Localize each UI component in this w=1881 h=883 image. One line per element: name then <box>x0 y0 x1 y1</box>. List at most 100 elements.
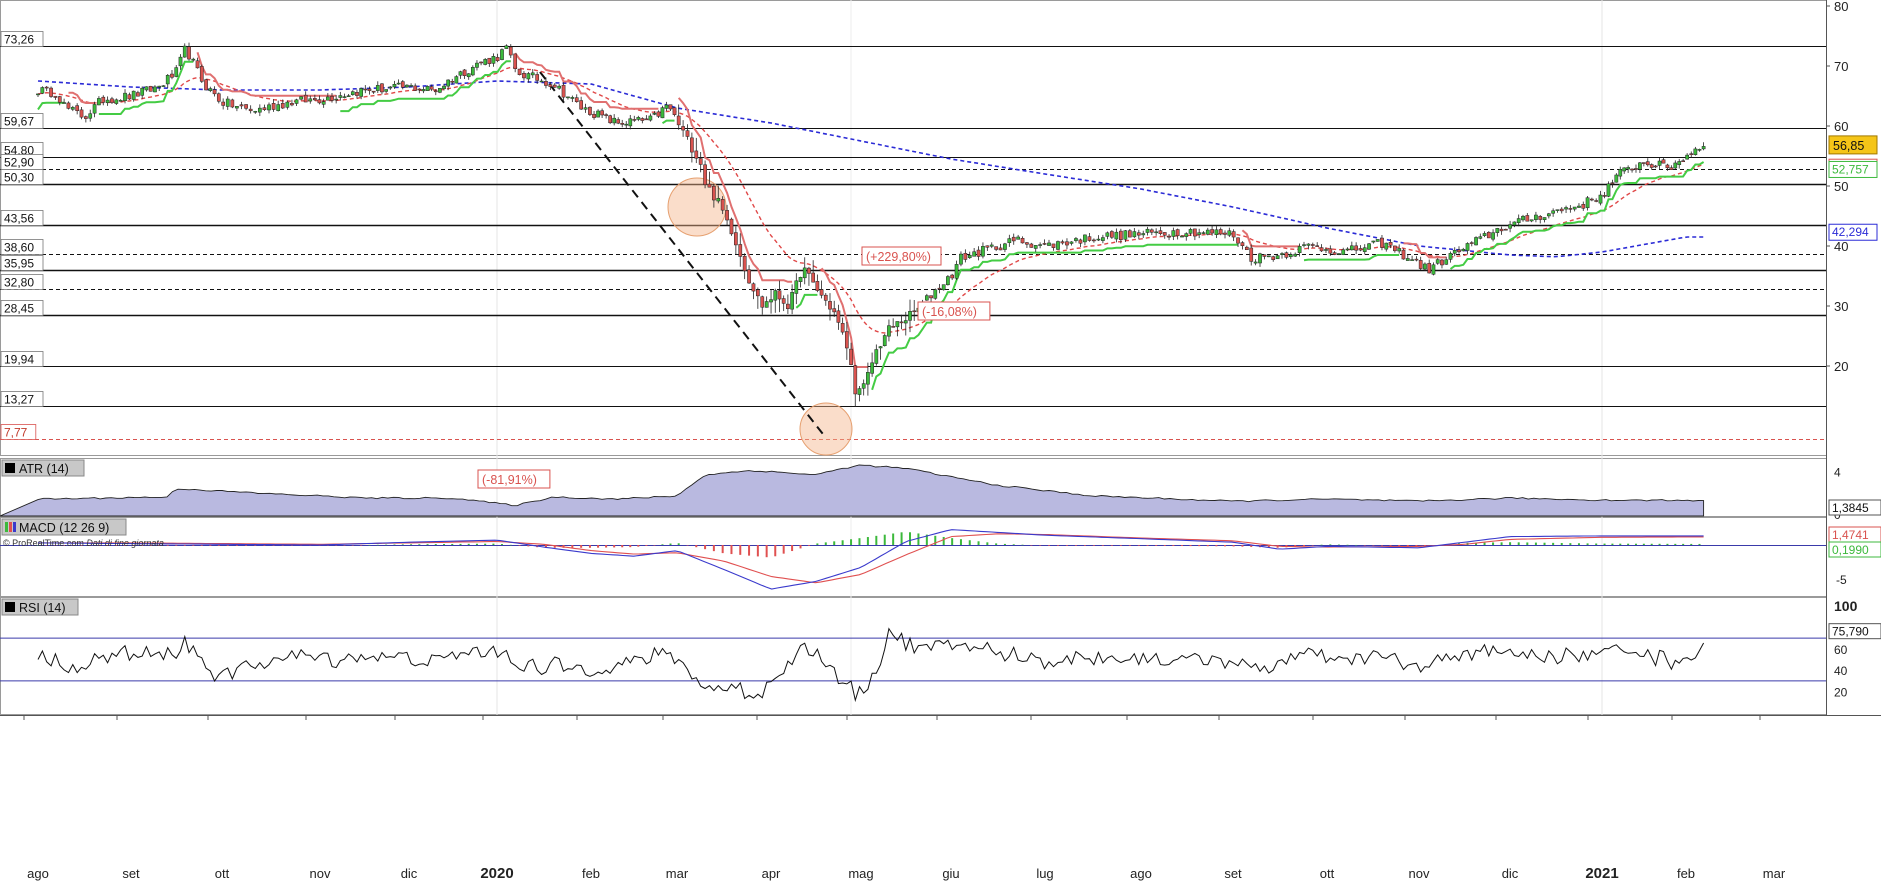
candle-body <box>874 349 879 364</box>
macd-histogram-bar <box>1603 543 1606 545</box>
macd-histogram-bar <box>807 545 810 546</box>
candle-body <box>1193 228 1197 237</box>
candle-body <box>1598 194 1603 204</box>
candle-body <box>1457 249 1461 253</box>
candle-body <box>70 107 75 110</box>
level-label-text: 54,80 <box>4 144 34 158</box>
x-tick-label: dic <box>1502 866 1519 881</box>
candle-body <box>1380 237 1384 248</box>
candle-body <box>1641 162 1646 164</box>
level-label-text: 19,94 <box>4 353 34 367</box>
candle-body <box>690 137 694 153</box>
candle-body <box>1555 209 1560 211</box>
candle-body <box>574 97 579 102</box>
macd-histogram-bar <box>900 532 903 545</box>
candle-body <box>182 45 187 58</box>
candle-body <box>1685 154 1689 160</box>
macd-histogram-bar <box>183 545 186 546</box>
candle-body <box>1266 255 1271 258</box>
macd-histogram-bar <box>393 544 396 546</box>
candle-body <box>698 158 703 165</box>
candle-body <box>1577 205 1581 208</box>
macd-histogram-bar <box>765 545 768 558</box>
macd-histogram-bar <box>1250 545 1253 547</box>
candle-body <box>1614 174 1619 183</box>
rsi-tick-label: 100 <box>1834 598 1858 614</box>
macd-histogram-bar <box>995 543 998 545</box>
candle-body <box>470 67 475 76</box>
level-label: 13,27 <box>0 391 44 407</box>
level-label-box <box>0 169 44 185</box>
candle-body <box>1092 239 1096 242</box>
candle-body <box>114 99 119 104</box>
candle-body <box>912 310 917 313</box>
macd-histogram-bar <box>343 545 346 546</box>
candle-body <box>857 388 862 395</box>
highlight-circle <box>667 177 727 237</box>
macd-histogram-bar <box>124 545 127 546</box>
macd-histogram-bar <box>721 545 724 554</box>
atr-panel[interactable]: ATR (14)401,3845 <box>0 459 1881 522</box>
candle-body <box>1525 215 1530 222</box>
candle-body <box>1180 235 1184 238</box>
level-label: 28,45 <box>0 300 44 316</box>
macd-histogram-bar <box>1267 545 1270 548</box>
candle-body <box>946 276 950 286</box>
candle-body <box>998 247 1003 251</box>
candle-body <box>199 66 204 82</box>
candle-body <box>644 118 649 121</box>
macd-histogram-bar <box>192 545 195 546</box>
macd-histogram-bar <box>951 538 954 545</box>
atr-label: ATR (14) <box>19 462 69 476</box>
candle-body <box>317 99 322 104</box>
level-label-box <box>0 300 44 316</box>
macd-histogram-bar <box>621 545 624 548</box>
x-tick-label: nov <box>1409 866 1430 881</box>
macd-histogram-bar <box>597 545 600 548</box>
chart-background <box>0 0 1881 716</box>
candle-body <box>1410 259 1414 261</box>
candle-body <box>903 320 908 324</box>
candle-body <box>355 92 359 96</box>
annotation-box <box>861 246 942 266</box>
macd-histogram-bar <box>1577 543 1580 545</box>
candle-body <box>1610 182 1615 184</box>
candle-body <box>187 46 191 60</box>
candle-body <box>1534 214 1538 220</box>
candle-body <box>1042 243 1047 245</box>
candle-body <box>195 60 200 69</box>
macd-histogram-bar <box>580 545 583 548</box>
candle-body <box>592 113 596 118</box>
rsi-panel[interactable]: RSI (14) 100 60 40 20 75,790 <box>0 598 1881 703</box>
candle-body <box>1482 233 1487 236</box>
right-value-text: 42,294 <box>1832 225 1869 239</box>
candle-body <box>225 98 230 107</box>
candle-body <box>1136 232 1141 236</box>
candle-body <box>1448 253 1453 260</box>
macd-histogram-bar <box>1698 543 1701 545</box>
candle-body <box>1440 259 1444 266</box>
level-label: 32,80 <box>0 274 44 290</box>
macd-histogram-bar <box>434 544 437 545</box>
candle-body <box>1047 242 1051 246</box>
candle-body <box>552 84 557 88</box>
macd-histogram-bar <box>1180 545 1183 547</box>
candle-body <box>1645 161 1650 166</box>
macd-histogram-bar <box>418 544 421 545</box>
macd-histogram-bar <box>1627 543 1630 545</box>
candle-body <box>1083 234 1087 243</box>
candle-body <box>290 103 294 106</box>
macd-histogram-bar <box>605 545 608 548</box>
macd-histogram-bar <box>1363 545 1366 546</box>
rsi-tick-label: 20 <box>1834 686 1848 700</box>
candle-body <box>405 84 409 88</box>
macd-label-box <box>1 518 127 536</box>
macd-histogram-bar <box>209 545 212 546</box>
candle-body <box>487 57 492 64</box>
candle-body <box>1384 242 1389 250</box>
macd-histogram-bar <box>1690 543 1693 545</box>
candle-body <box>417 88 422 91</box>
